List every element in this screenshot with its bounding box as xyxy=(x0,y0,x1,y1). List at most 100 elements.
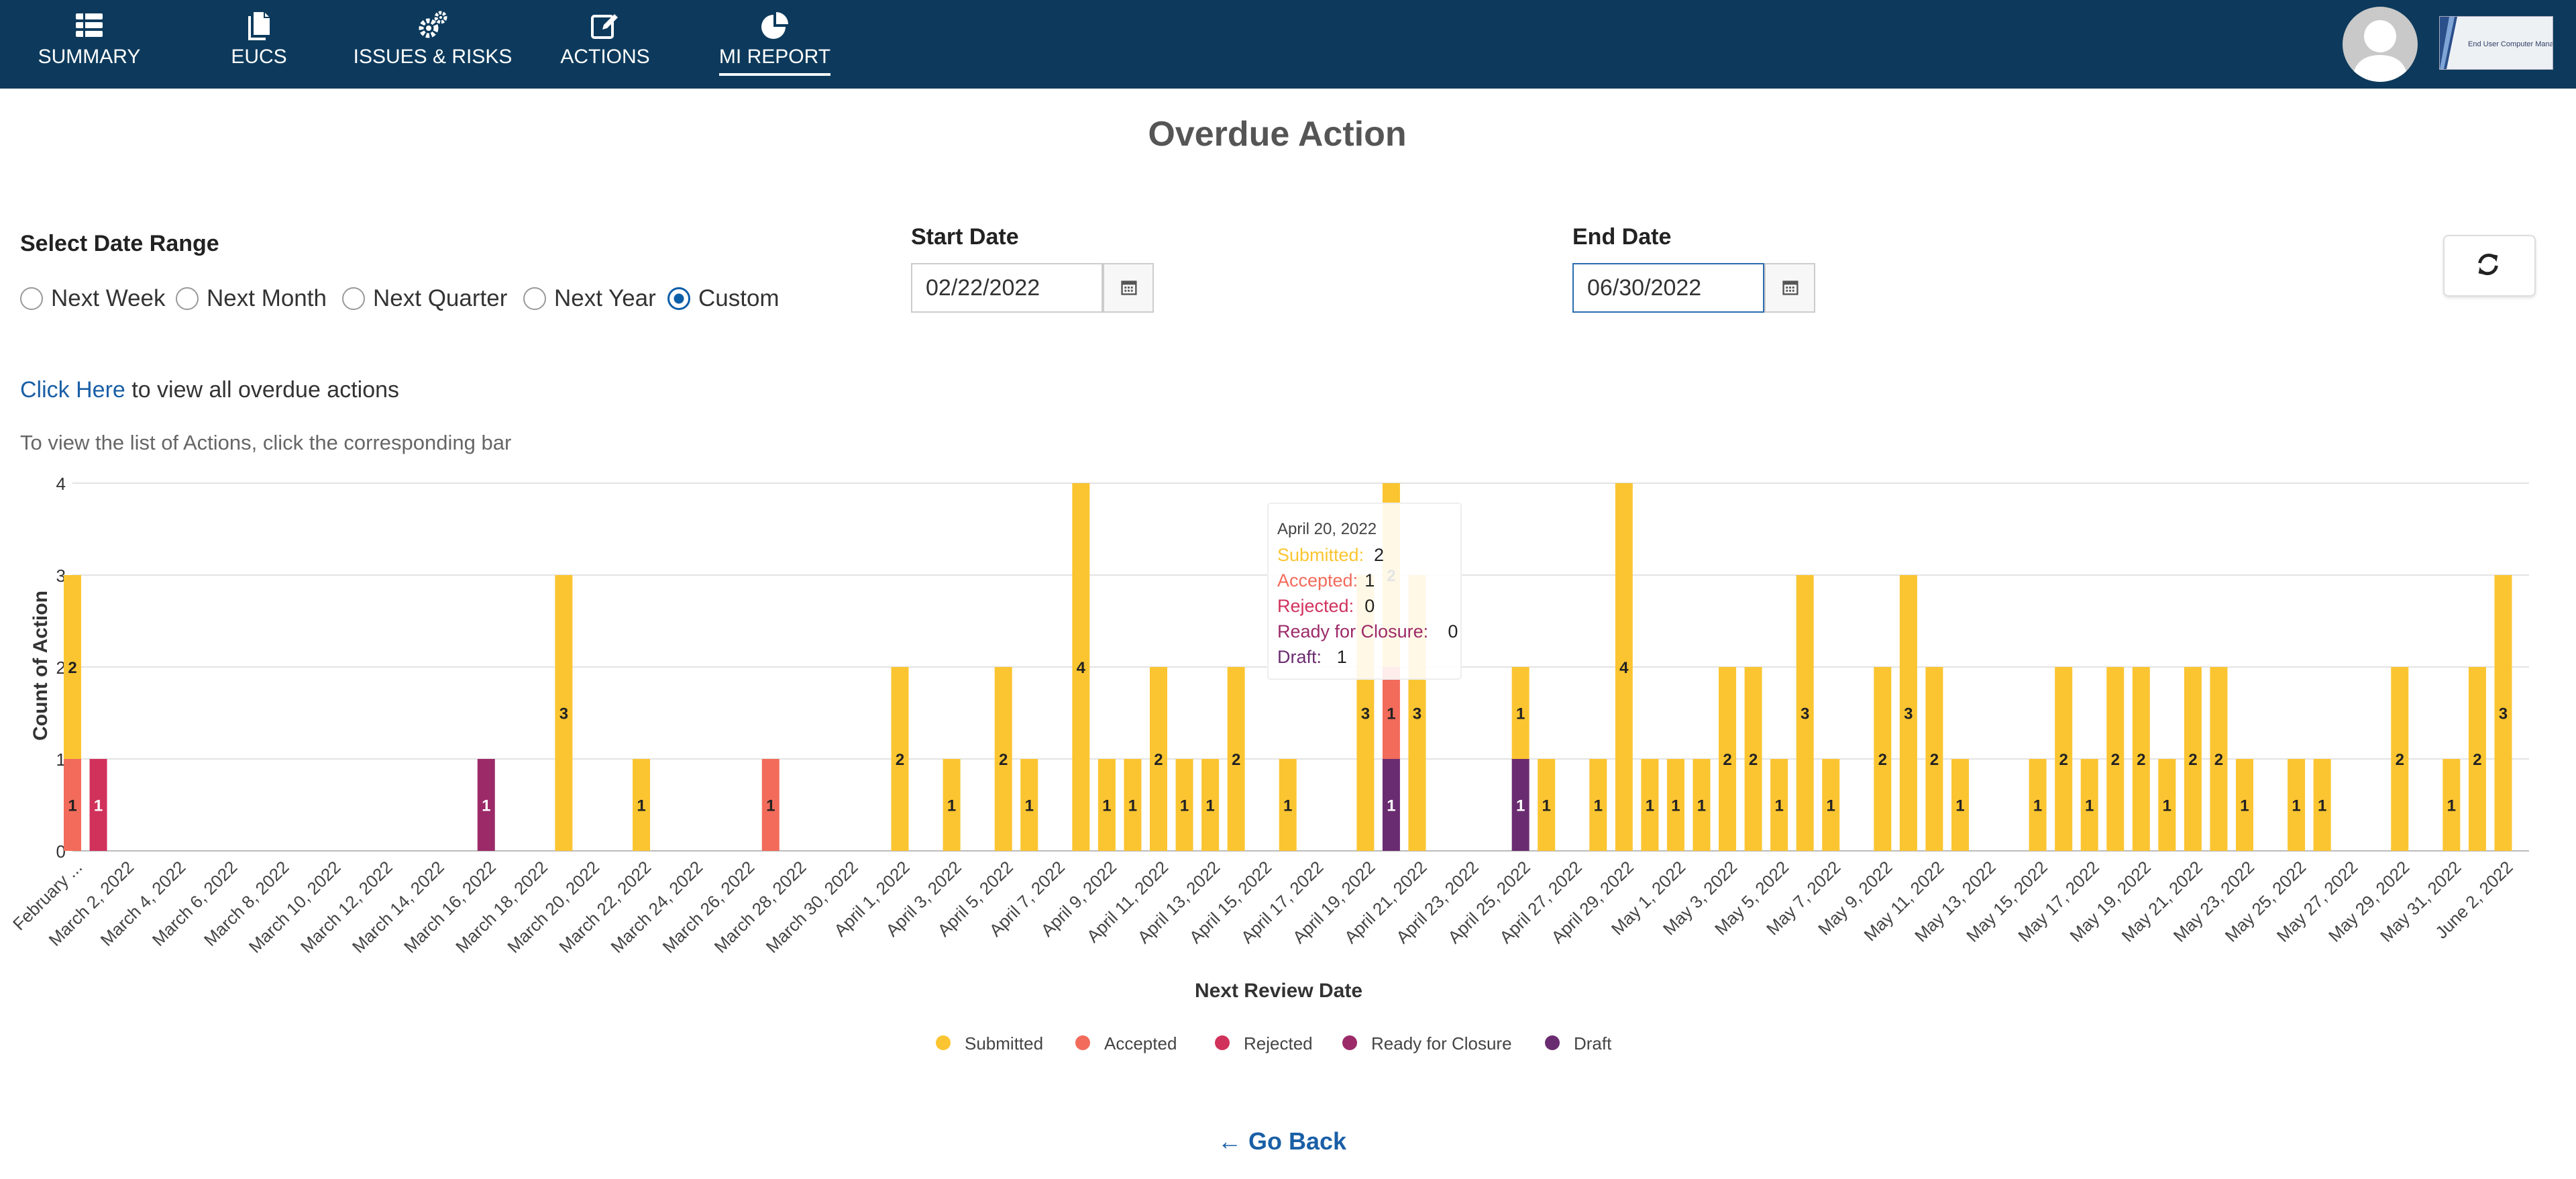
bar-value-label: 1 xyxy=(1516,705,1525,723)
x-tick-label: March 22, 2022 xyxy=(555,857,655,957)
bar-segment-submitted xyxy=(2210,667,2228,851)
bar-segment-submitted xyxy=(1097,759,1116,851)
bar-segment-submitted xyxy=(1175,759,1193,851)
radio-label: Next Year xyxy=(554,285,656,311)
bar-value-label: 2 xyxy=(2137,751,2145,769)
user-avatar[interactable] xyxy=(2343,7,2418,82)
bar-value-label: 2 xyxy=(999,751,1008,769)
bar-segment-submitted xyxy=(1149,667,1167,851)
refresh-icon xyxy=(2478,254,2498,275)
chart-tooltip: April 20, 2022 Submitted: 2 Accepted: 1 Rejec… xyxy=(1267,503,1462,680)
bar-value-label: 1 xyxy=(2292,797,2300,815)
bar-value-label: 1 xyxy=(1516,797,1525,815)
bar-segment-submitted xyxy=(2132,667,2150,851)
bar-value-label: 1 xyxy=(1128,797,1137,815)
page-title: Overdue Action xyxy=(1148,115,1407,154)
bar-segment-submitted xyxy=(2468,667,2486,851)
radio-custom[interactable]: Custom xyxy=(667,285,780,313)
date-range-label: Select Date Range xyxy=(20,231,219,256)
nav-eucs[interactable]: EUCS xyxy=(205,0,313,89)
bar-segment-ready xyxy=(477,759,495,851)
app-logo: End User Computer Manager xyxy=(2439,16,2565,70)
x-tick-label: March 10, 2022 xyxy=(245,857,345,957)
bar-segment-submitted xyxy=(1511,667,1529,759)
bar-segment-submitted xyxy=(1925,667,1943,851)
nav-mi-report[interactable]: MI REPORT xyxy=(711,0,839,89)
bar-segment-submitted xyxy=(1951,759,1969,851)
radio-label: Next Month xyxy=(207,285,327,311)
bar-segment-submitted xyxy=(633,759,651,851)
bar-value-label: 1 xyxy=(947,797,956,815)
legend-marker xyxy=(1342,1035,1357,1050)
nav-issues-risks[interactable]: ISSUES & RISKS xyxy=(349,0,517,89)
bar-value-label: 1 xyxy=(1774,797,1783,815)
user-silhouette-icon xyxy=(2352,20,2408,82)
bar-value-label: 1 xyxy=(1671,797,1680,815)
view-all-text: to view all overdue actions xyxy=(125,377,400,403)
tooltip-row-label: Ready for Closure: xyxy=(1277,621,1428,642)
bar-value-label: 3 xyxy=(1801,705,1809,723)
bar-value-label: 1 xyxy=(637,797,645,815)
end-date-calendar-button[interactable] xyxy=(1764,263,1815,313)
bar-value-label: 1 xyxy=(1542,797,1551,815)
end-date-input[interactable]: 06/30/2022 xyxy=(1572,263,1764,313)
radio-next-quarter[interactable]: Next Quarter xyxy=(342,285,507,313)
bar-value-label: 1 xyxy=(2447,797,2456,815)
radio-next-year[interactable]: Next Year xyxy=(523,285,656,313)
bar-segment-submitted xyxy=(2106,667,2125,851)
tooltip-row-value: 1 xyxy=(1337,647,1347,667)
bar-value-label: 1 xyxy=(2240,797,2249,815)
radio-label: Custom xyxy=(698,285,780,311)
go-back-label: Go Back xyxy=(1248,1127,1347,1155)
bar-segment-submitted xyxy=(1201,759,1220,851)
logo-text: End User Computer Manager xyxy=(2468,40,2553,48)
go-back-link[interactable]: ← Go Back xyxy=(1218,1127,1346,1156)
y-axis-label: Count of Action xyxy=(30,591,52,741)
bar-segment-submitted xyxy=(1124,759,1142,851)
nav-actions[interactable]: ACTIONS xyxy=(547,0,663,89)
nav-summary[interactable]: SUMMARY xyxy=(27,0,152,89)
bar-value-label: 1 xyxy=(1205,797,1214,815)
click-here-link[interactable]: Click Here xyxy=(20,377,125,403)
radio-circle-icon xyxy=(20,287,43,310)
radio-circle-icon xyxy=(176,287,199,310)
legend-marker xyxy=(1075,1035,1090,1050)
bar-value-label: 4 xyxy=(1619,659,1629,677)
bar-value-label: 2 xyxy=(68,659,76,677)
bar-value-label: 2 xyxy=(896,751,904,769)
y-tick-label: 1 xyxy=(56,750,66,770)
tooltip-row-label: Draft: xyxy=(1277,647,1322,667)
x-tick-label: March 16, 2022 xyxy=(400,857,500,957)
start-date-calendar-button[interactable] xyxy=(1103,263,1154,313)
bar-segment-submitted xyxy=(2184,667,2202,851)
start-date-input[interactable]: 02/22/2022 xyxy=(911,263,1103,313)
bar-segment-submitted xyxy=(1770,759,1788,851)
bar-value-label: 3 xyxy=(1361,705,1370,723)
radio-selected-icon xyxy=(667,287,690,310)
bar-segment-submitted xyxy=(64,575,81,759)
radio-circle-icon xyxy=(342,287,365,310)
bar-segment-rejected xyxy=(89,759,107,851)
bar-segment-submitted xyxy=(2158,759,2176,851)
x-axis-label: Next Review Date xyxy=(1195,980,1362,1002)
bar-value-label: 2 xyxy=(1930,751,1939,769)
legend-marker xyxy=(1215,1035,1230,1050)
end-date-label: End Date xyxy=(1572,224,1672,250)
bar-segment-submitted xyxy=(1744,667,1762,851)
bar-segment-submitted xyxy=(555,575,573,851)
bar-segment-submitted xyxy=(1796,575,1814,851)
bar-segment-submitted xyxy=(1719,667,1737,851)
radio-label: Next Quarter xyxy=(373,285,508,311)
tooltip-row-label: Accepted: xyxy=(1277,570,1358,591)
x-tick-label: March 30, 2022 xyxy=(762,857,862,957)
tooltip-row-label: Rejected: xyxy=(1277,596,1354,616)
tooltip-row-value: 0 xyxy=(1448,621,1458,642)
bar-value-label: 1 xyxy=(2085,797,2094,815)
radio-next-month[interactable]: Next Month xyxy=(176,285,327,313)
refresh-button[interactable] xyxy=(2443,235,2536,297)
bar-segment-accepted xyxy=(64,759,81,851)
radio-next-week[interactable]: Next Week xyxy=(20,285,166,313)
edit-icon xyxy=(591,14,618,39)
bar-value-label: 1 xyxy=(482,797,490,815)
bar-segment-submitted xyxy=(2443,759,2461,851)
